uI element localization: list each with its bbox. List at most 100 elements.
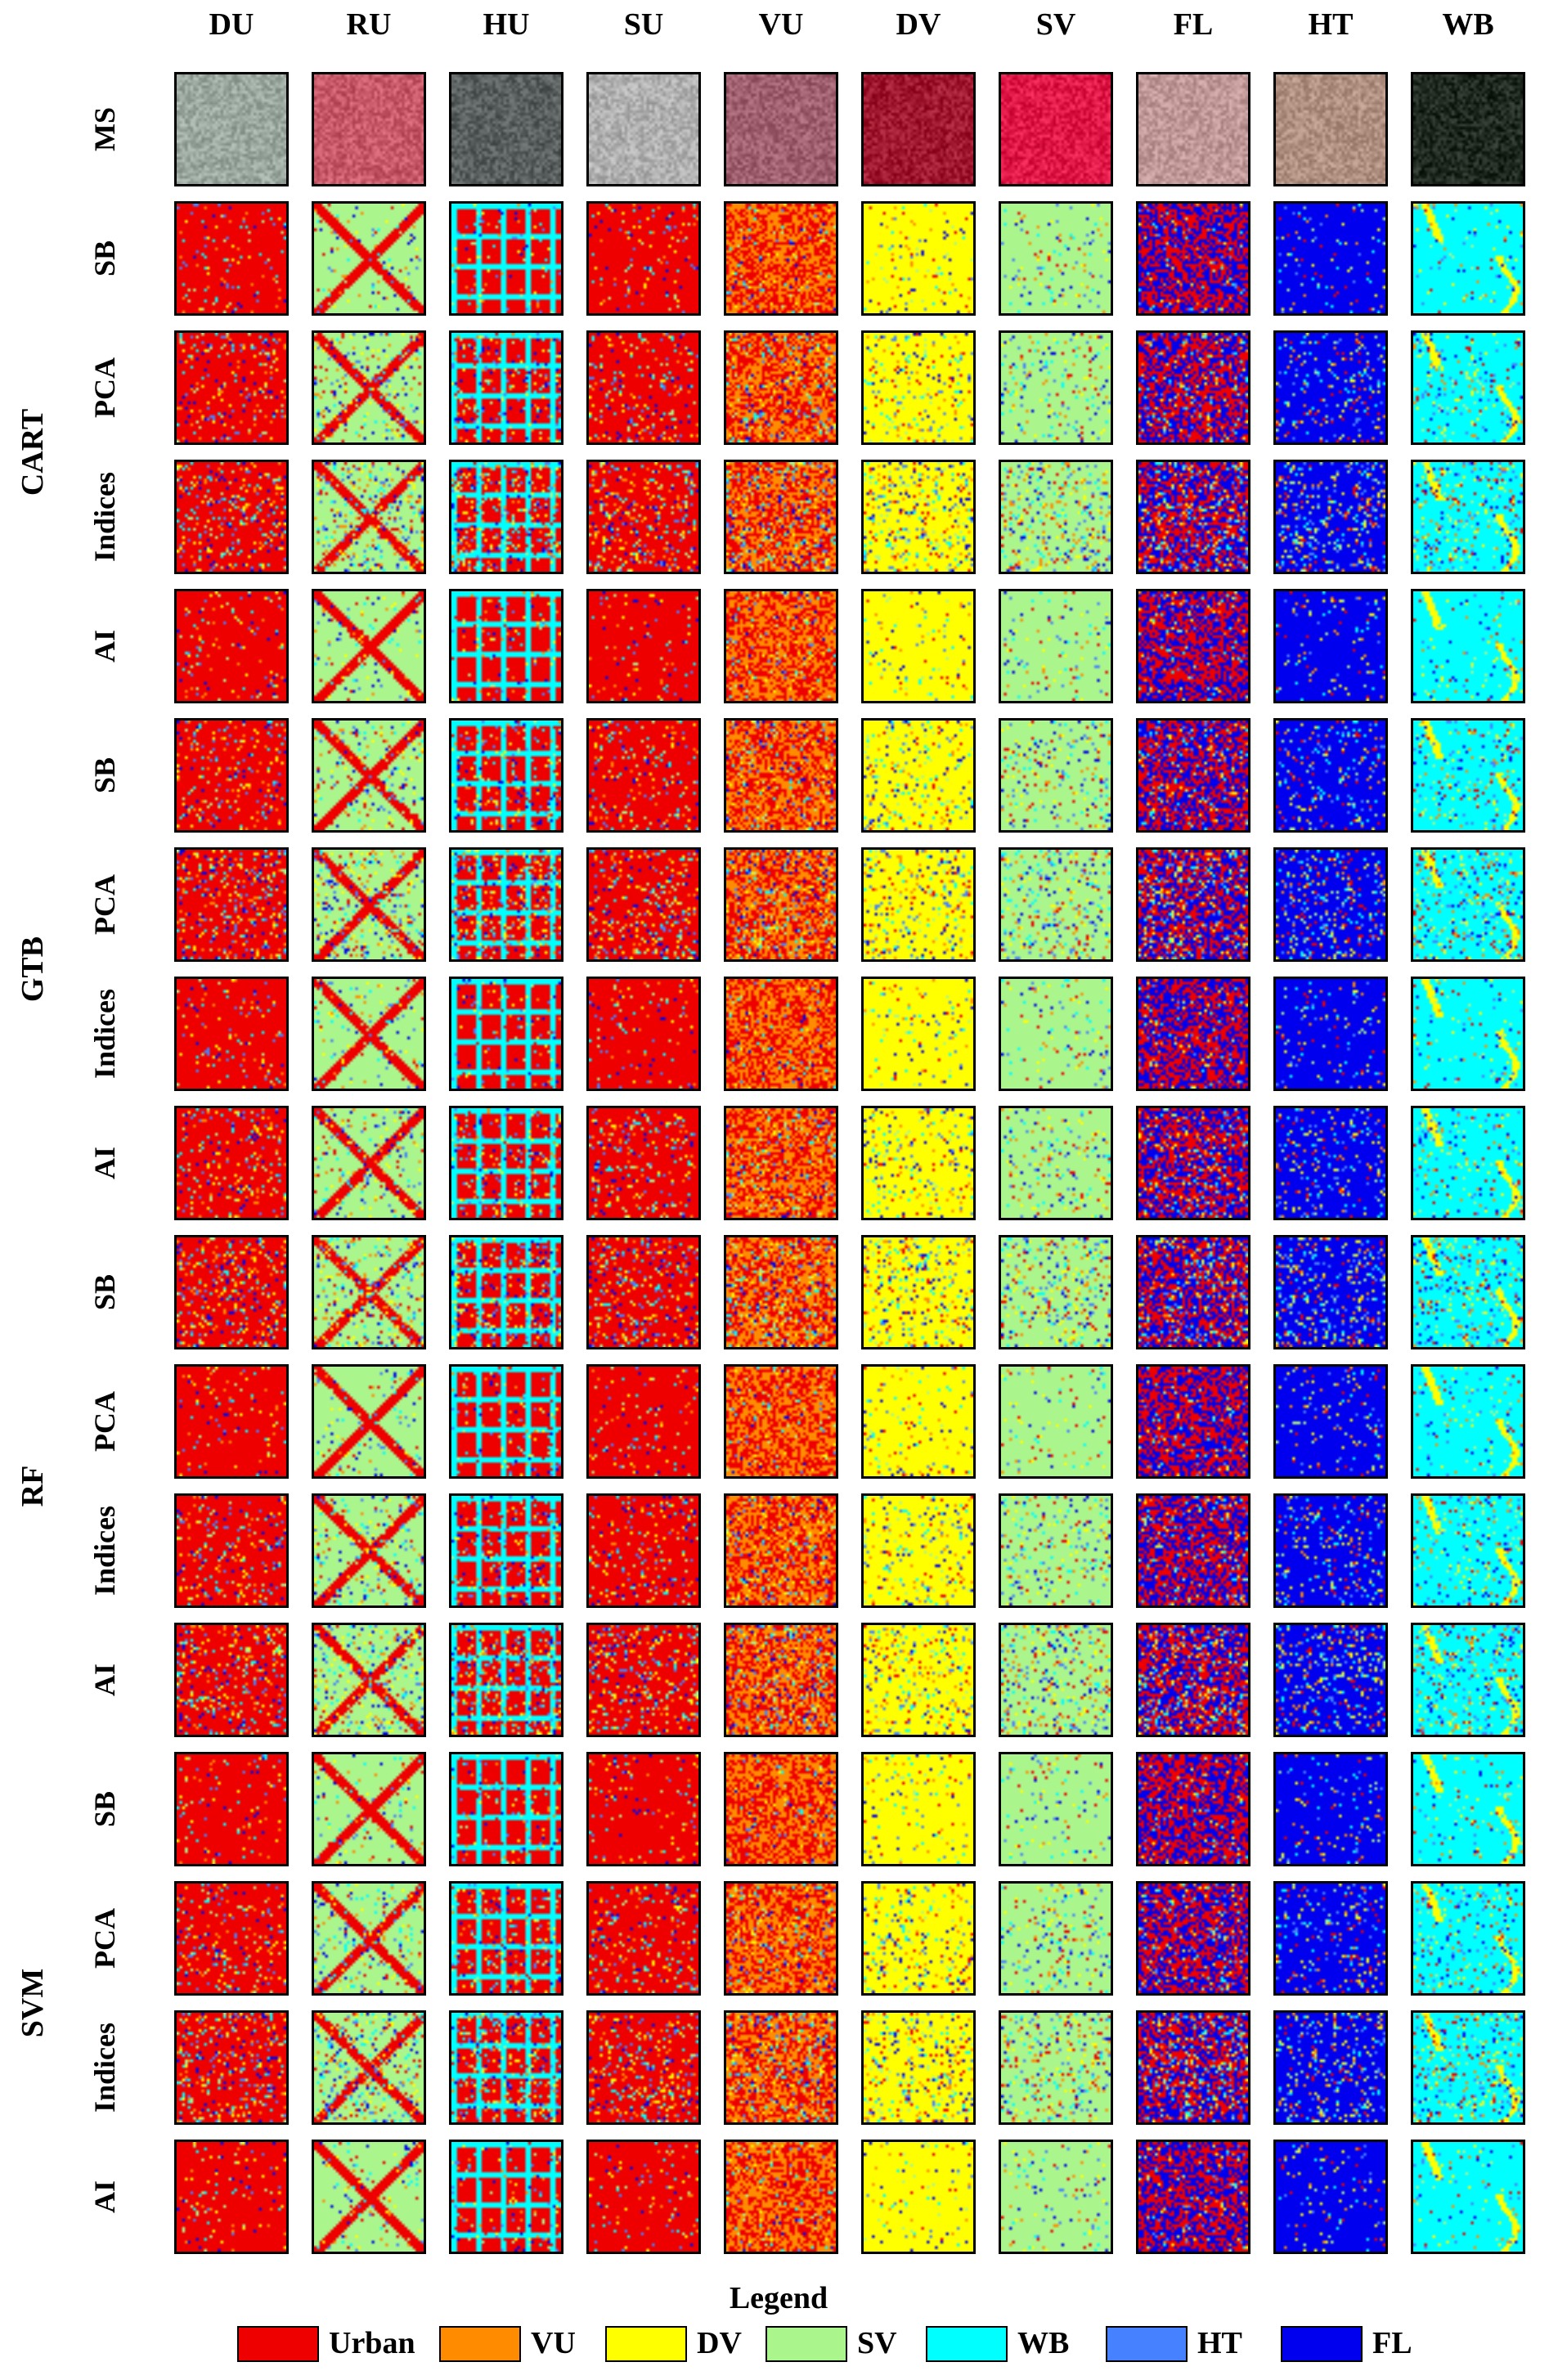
class-tile-rf-indices-vu (724, 1493, 838, 1608)
class-tile-rf-ai-ht-raster (1276, 1625, 1385, 1735)
class-tile-gtb-sb-su-raster (589, 721, 698, 830)
column-label-fl: FL (1173, 7, 1214, 42)
class-tile-cart-pca-du (174, 330, 289, 445)
class-tile-cart-sb-dv (861, 201, 976, 316)
class-tile-cart-pca-ht (1273, 330, 1388, 445)
class-tile-gtb-indices-su (586, 977, 701, 1091)
class-tile-rf-indices-fl (1136, 1493, 1250, 1608)
class-tile-cart-pca-vu (724, 330, 838, 445)
row-label-rf-indices: Indices (88, 1505, 121, 1596)
class-tile-svm-ai-su (586, 2140, 701, 2254)
class-tile-rf-ai-ru-raster (314, 1625, 424, 1735)
class-tile-svm-sb-ru (312, 1752, 426, 1866)
class-tile-rf-pca-ht (1273, 1364, 1388, 1479)
legend-swatch-fl (1281, 2326, 1363, 2362)
class-tile-gtb-ai-ru-raster (314, 1108, 424, 1218)
class-tile-gtb-pca-du-raster (177, 850, 286, 959)
class-tile-cart-ai-ht-raster (1276, 591, 1385, 701)
class-tile-cart-pca-su (586, 330, 701, 445)
class-tile-gtb-pca-hu-raster (451, 850, 561, 959)
class-tile-cart-pca-dv-raster (864, 333, 973, 442)
class-tile-gtb-pca-sv-raster (1001, 850, 1111, 959)
class-tile-svm-sb-dv-raster (864, 1754, 973, 1864)
class-tile-gtb-indices-ru (312, 977, 426, 1091)
class-tile-rf-ai-dv (861, 1623, 976, 1737)
column-label-dv: DV (896, 7, 941, 42)
class-tile-rf-ai-du (174, 1623, 289, 1737)
class-tile-rf-sb-wb-raster (1413, 1237, 1523, 1347)
class-tile-gtb-sb-sv-raster (1001, 721, 1111, 830)
class-tile-cart-sb-wb-raster (1413, 204, 1523, 313)
class-tile-gtb-ai-ht (1273, 1106, 1388, 1220)
class-tile-svm-ai-sv-raster (1001, 2142, 1111, 2252)
column-label-ht: HT (1308, 7, 1354, 42)
class-tile-cart-indices-du-raster (177, 462, 286, 572)
class-tile-rf-ai-vu (724, 1623, 838, 1737)
ms-tile-vu (724, 72, 838, 186)
class-tile-rf-ai-wb-raster (1413, 1625, 1523, 1735)
class-tile-gtb-ai-ht-raster (1276, 1108, 1385, 1218)
class-tile-rf-pca-du (174, 1364, 289, 1479)
ms-tile-du-raster (177, 74, 286, 184)
class-tile-svm-sb-wb-raster (1413, 1754, 1523, 1864)
class-tile-gtb-ai-du-raster (177, 1108, 286, 1218)
class-tile-gtb-ai-wb-raster (1413, 1108, 1523, 1218)
class-tile-svm-ai-du-raster (177, 2142, 286, 2252)
row-label-gtb-ai: AI (88, 1147, 121, 1180)
class-tile-cart-sb-fl (1136, 201, 1250, 316)
class-tile-rf-indices-ru-raster (314, 1496, 424, 1605)
class-tile-svm-sb-hu (449, 1752, 563, 1866)
ms-tile-wb-raster (1413, 74, 1523, 184)
class-tile-rf-indices-du (174, 1493, 289, 1608)
class-tile-gtb-ai-sv (999, 1106, 1113, 1220)
class-tile-cart-indices-sv-raster (1001, 462, 1111, 572)
class-tile-gtb-ai-sv-raster (1001, 1108, 1111, 1218)
ms-tile-du (174, 72, 289, 186)
class-tile-svm-pca-du (174, 1881, 289, 1996)
class-tile-cart-indices-hu (449, 460, 563, 574)
class-tile-svm-indices-ht (1273, 2010, 1388, 2125)
class-tile-svm-ai-sv (999, 2140, 1113, 2254)
row-label-gtb-indices: Indices (88, 988, 121, 1080)
class-tile-rf-sb-hu (449, 1235, 563, 1349)
class-tile-gtb-indices-dv (861, 977, 976, 1091)
class-tile-svm-pca-dv (861, 1881, 976, 1996)
class-tile-cart-indices-dv (861, 460, 976, 574)
class-tile-cart-ai-wb-raster (1413, 591, 1523, 701)
class-tile-cart-sb-su-raster (589, 204, 698, 313)
class-tile-svm-pca-fl-raster (1138, 1884, 1248, 1993)
class-tile-cart-pca-vu-raster (726, 333, 836, 442)
class-tile-gtb-ai-vu (724, 1106, 838, 1220)
class-tile-gtb-indices-su-raster (589, 979, 698, 1089)
class-tile-rf-pca-wb (1411, 1364, 1525, 1479)
class-tile-rf-sb-dv (861, 1235, 976, 1349)
class-tile-cart-sb-vu (724, 201, 838, 316)
class-tile-gtb-pca-dv (861, 847, 976, 962)
row-label-cart-ai: AI (88, 630, 121, 663)
class-tile-gtb-sb-vu-raster (726, 721, 836, 830)
class-tile-gtb-sb-dv-raster (864, 721, 973, 830)
class-tile-cart-sb-du-raster (177, 204, 286, 313)
class-tile-gtb-indices-du-raster (177, 979, 286, 1089)
class-tile-rf-sb-vu-raster (726, 1237, 836, 1347)
class-tile-svm-sb-wb (1411, 1752, 1525, 1866)
class-tile-svm-indices-su (586, 2010, 701, 2125)
class-tile-cart-pca-sv (999, 330, 1113, 445)
class-tile-svm-ai-vu (724, 2140, 838, 2254)
class-tile-cart-ai-du-raster (177, 591, 286, 701)
class-tile-cart-sb-hu-raster (451, 204, 561, 313)
legend-label-dv: DV (697, 2326, 742, 2360)
class-tile-cart-ai-ru (312, 589, 426, 703)
class-tile-cart-sb-vu-raster (726, 204, 836, 313)
class-tile-rf-sb-du-raster (177, 1237, 286, 1347)
class-tile-cart-ai-sv (999, 589, 1113, 703)
ms-tile-ht-raster (1276, 74, 1385, 184)
class-tile-rf-ai-su-raster (589, 1625, 698, 1735)
class-tile-rf-indices-du-raster (177, 1496, 286, 1605)
class-tile-cart-ai-dv (861, 589, 976, 703)
class-tile-cart-ai-ht (1273, 589, 1388, 703)
class-tile-gtb-indices-du (174, 977, 289, 1091)
class-tile-cart-indices-wb (1411, 460, 1525, 574)
column-label-du: DU (209, 7, 254, 42)
class-tile-svm-ai-dv (861, 2140, 976, 2254)
